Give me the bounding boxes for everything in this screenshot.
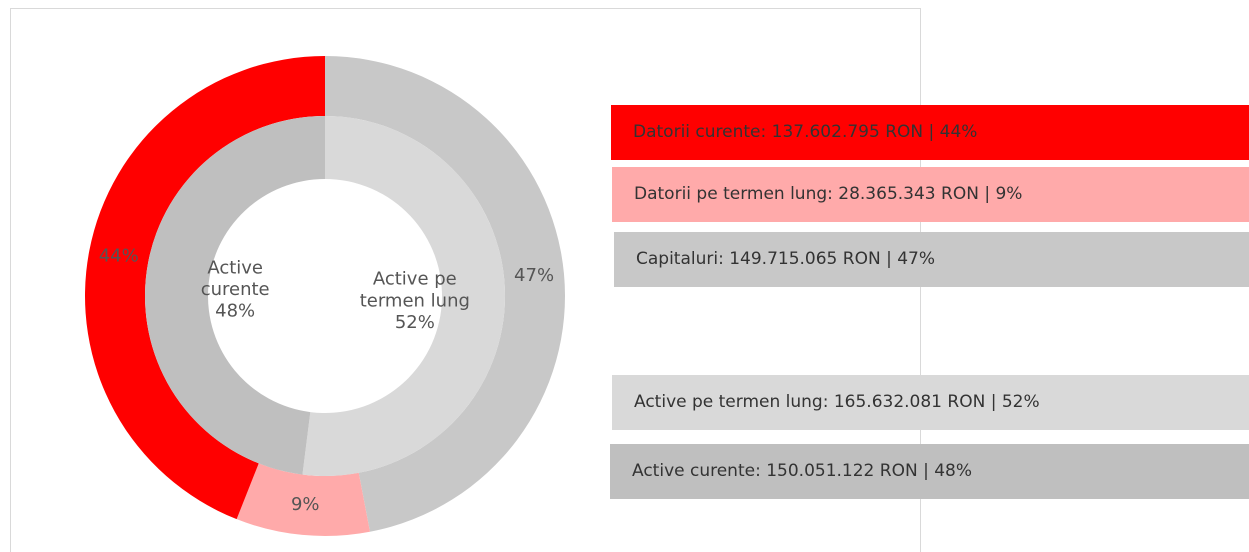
legend-box (612, 375, 1249, 430)
legend-text: Active pe termen lung: 165.632.081 RON |… (634, 392, 1040, 412)
legend-text: Capitaluri: 149.715.065 RON | 47% (636, 249, 935, 269)
slice-label: 47% (514, 265, 554, 286)
legend-box (614, 232, 1249, 287)
legend-text: Datorii curente: 137.602.795 RON | 44% (633, 122, 977, 142)
legend-box (610, 444, 1249, 499)
legend-text: Active curente: 150.051.122 RON | 48% (632, 461, 972, 481)
legend-box (611, 105, 1249, 160)
donut-slice (144, 116, 325, 475)
donut-slice (325, 55, 566, 532)
legend-box (612, 167, 1249, 222)
slice-label: 52% (395, 312, 435, 333)
chart-frame (10, 8, 921, 552)
slice-category: Active curente (201, 257, 270, 300)
donut-slice (84, 56, 325, 520)
legend-text: Datorii pe termen lung: 28.365.343 RON |… (634, 184, 1022, 204)
slice-category: Active pe termen lung (360, 269, 470, 312)
slice-label: 9% (291, 494, 320, 515)
slice-label: 48% (215, 301, 255, 322)
donut-slice (236, 463, 370, 536)
slice-label: 44% (99, 246, 139, 267)
donut-slice (302, 116, 505, 477)
